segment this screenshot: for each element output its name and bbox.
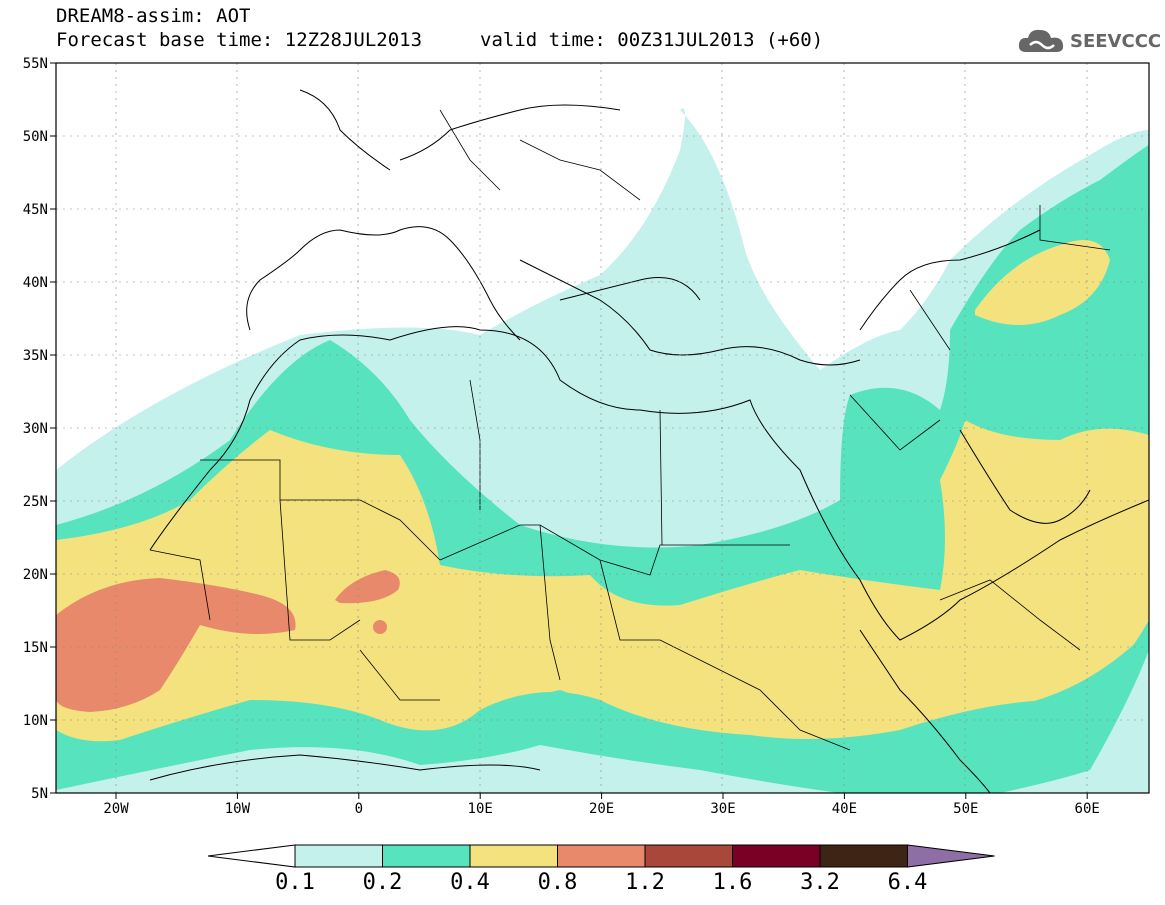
lat-label: 20N <box>23 567 48 583</box>
colorbar-box <box>382 844 471 868</box>
lat-label: 45N <box>23 202 48 218</box>
lat-label: 55N <box>23 56 48 72</box>
lat-label: 40N <box>23 275 48 291</box>
colorbar-boxes <box>207 844 995 868</box>
lon-label: 20W <box>103 801 129 817</box>
lon-label: 20E <box>589 801 614 817</box>
colorbar-label: 1.6 <box>712 870 753 895</box>
lat-label: 5N <box>31 786 48 802</box>
colorbar-box <box>294 844 383 868</box>
colorbar-box <box>469 844 558 868</box>
colorbar-box <box>732 844 821 868</box>
aot-band-0.1 <box>1000 650 1149 793</box>
aot-band-0.8 <box>335 570 400 604</box>
lat-label: 15N <box>23 640 48 656</box>
lat-label: 50N <box>23 129 48 145</box>
graticule <box>56 63 1149 793</box>
colorbar-label: 0.4 <box>450 870 490 895</box>
lat-label: 35N <box>23 348 48 364</box>
coastlines <box>149 89 1149 793</box>
lon-label: 0 <box>355 801 363 817</box>
colorbar-box <box>557 844 646 868</box>
lon-label: 40E <box>832 801 857 817</box>
colorbar-left-arrow <box>207 844 296 868</box>
borders <box>149 109 1111 751</box>
colorbar-label: 6.4 <box>887 870 928 895</box>
colorbar-label: 3.2 <box>800 870 840 895</box>
logo-text: SEEVCCC <box>1070 30 1162 52</box>
aot-band-0.4 <box>975 240 1110 325</box>
lon-label: 50E <box>953 801 978 817</box>
latitude-labels: 55N 50N 45N 40N 35N 30N 25N 20N 15N 10N 5N <box>23 56 56 802</box>
colorbar-label: 0.8 <box>537 870 578 895</box>
longitude-labels: 20W 10W 0 10E 20E 30E 40E 50E 60E <box>103 793 1100 817</box>
colorbar-right-arrow <box>907 844 995 868</box>
cloud-icon <box>1018 29 1064 52</box>
aot-band-0.1 <box>56 745 840 793</box>
lon-label: 60E <box>1075 801 1100 817</box>
lat-label: 25N <box>23 494 48 510</box>
aot-band-0.8 <box>373 620 387 634</box>
lon-label: 10W <box>225 801 251 817</box>
valid-time: valid time: 00Z31JUL2013 (+60) <box>480 29 824 51</box>
lat-label: 10N <box>23 713 48 729</box>
forecast-base-time: Forecast base time: 12Z28JUL2013 <box>56 29 423 51</box>
aot-band-0.8 <box>56 578 296 712</box>
seevccc-logo: SEEVCCC <box>1018 24 1161 58</box>
colorbar-label: 0.1 <box>275 870 315 895</box>
lon-label: 30E <box>710 801 735 817</box>
lon-label: 10E <box>468 801 493 817</box>
colorbar-label: 0.2 <box>362 870 403 895</box>
map-title: DREAM8-assim: AOT <box>56 5 251 27</box>
colorbar-label: 1.2 <box>625 870 665 895</box>
colorbar-box <box>819 844 908 868</box>
lat-label: 30N <box>23 421 48 437</box>
colorbar-box <box>644 844 733 868</box>
